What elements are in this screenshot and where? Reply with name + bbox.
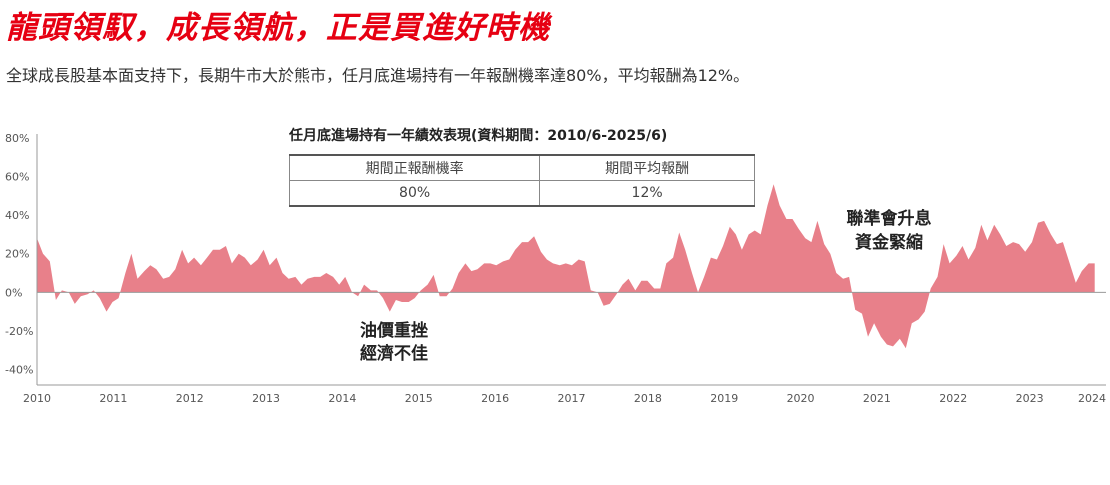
value-positive-probability: 80%: [288, 180, 541, 207]
table-header-row: 期間正報酬機率 期間平均報酬: [288, 154, 755, 181]
y-tick-label: 20%: [5, 248, 29, 261]
x-tick-label: 2024: [1078, 392, 1106, 405]
annotation-oil-crash-line2: 經濟不佳: [360, 343, 428, 364]
x-tick-label: 2020: [787, 392, 815, 405]
y-tick-labels: 80% 60% 40% 20% 0% -20% -40%: [5, 132, 33, 377]
x-tick-label: 2019: [710, 392, 738, 405]
x-tick-label: 2013: [252, 392, 280, 405]
y-tick-label: 80%: [5, 132, 29, 145]
x-tick-label: 2010: [23, 392, 51, 405]
annotation-fed-hike-line2: 資金緊縮: [855, 232, 923, 253]
x-tick-labels: 2010 2011 2012 2013 2014 2015 2016 2017 2018 2019…: [23, 392, 1106, 405]
return-area: [37, 184, 1095, 349]
x-tick-label: 2018: [634, 392, 662, 405]
annotation-oil-crash: 油價重挫 經濟不佳: [360, 320, 428, 364]
table-title: 任月底進場持有一年績效表現(資料期間：2010/6-2025/6): [289, 128, 668, 144]
x-tick-label: 2015: [405, 392, 433, 405]
x-tick-label: 2017: [558, 392, 586, 405]
x-tick-label: 2023: [1016, 392, 1044, 405]
x-tick-label: 2012: [176, 392, 204, 405]
x-tick-label: 2014: [328, 392, 356, 405]
annotation-fed-hike-line1: 聯準會升息: [847, 208, 932, 229]
annotation-oil-crash-line1: 油價重挫: [360, 320, 428, 341]
headline: 龍頭領馭，成長領航，正是買進好時機: [6, 10, 550, 46]
table-row: 80% 12%: [288, 180, 755, 207]
y-tick-label: -40%: [5, 364, 33, 377]
header-positive-probability: 期間正報酬機率: [288, 154, 541, 181]
y-tick-label: 60%: [5, 170, 29, 183]
y-tick-label: 0%: [5, 286, 22, 299]
annotation-fed-hike: 聯準會升息 資金緊縮: [847, 208, 932, 253]
y-tick-label: -20%: [5, 325, 33, 338]
header-average-return: 期間平均報酬: [539, 154, 755, 181]
y-tick-label: 40%: [5, 209, 29, 222]
x-tick-label: 2011: [99, 392, 127, 405]
x-tick-label: 2021: [863, 392, 891, 405]
x-tick-label: 2016: [481, 392, 509, 405]
performance-table: 期間正報酬機率 期間平均報酬 80% 12%: [288, 154, 755, 207]
x-tick-label: 2022: [939, 392, 967, 405]
value-average-return: 12%: [539, 180, 755, 207]
subtitle: 全球成長股基本面支持下，長期牛市大於熊市，任月底進場持有一年報酬機率達80%，平…: [6, 66, 750, 85]
plot-area: [37, 184, 1106, 349]
